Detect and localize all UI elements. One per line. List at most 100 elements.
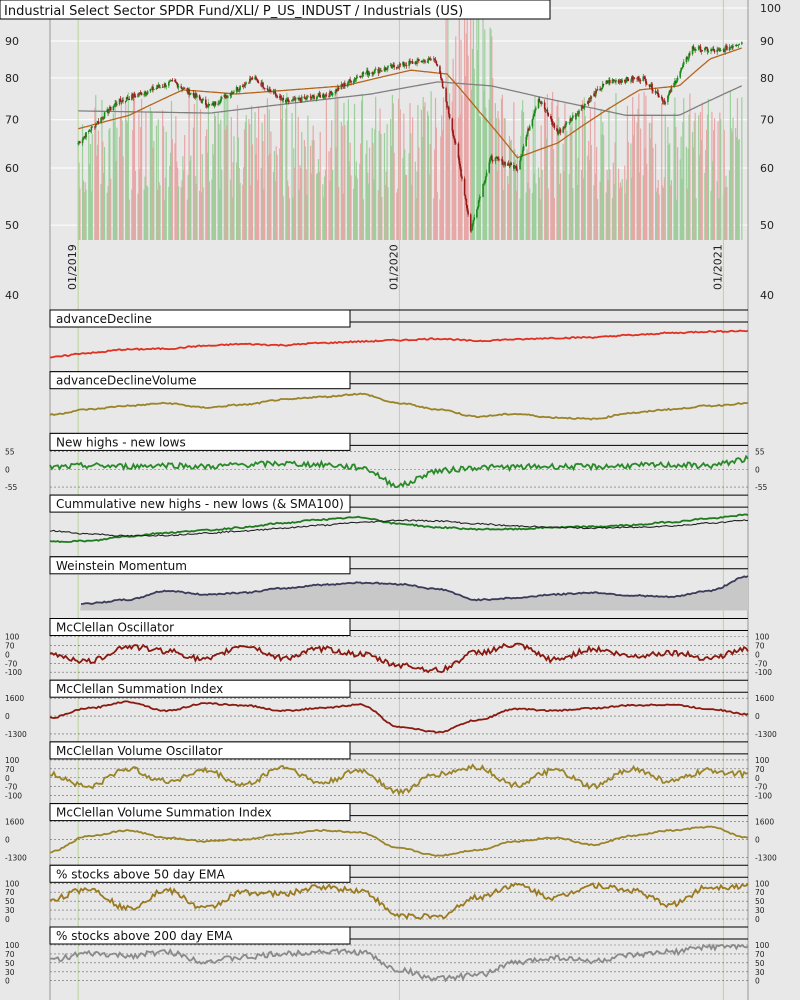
candle-body (589, 97, 592, 99)
candle-body (116, 104, 118, 105)
candle-body (460, 168, 462, 177)
candle-body (648, 84, 651, 87)
candle-body (207, 104, 210, 107)
candle-body (701, 50, 704, 52)
candle-body (457, 143, 460, 158)
volume-bar (728, 170, 731, 240)
volume-bar (528, 134, 530, 240)
volume-bar (420, 109, 423, 240)
candle-body (385, 68, 388, 70)
volume-bar (602, 122, 604, 240)
candle-body (476, 209, 478, 218)
volume-bar (529, 188, 531, 240)
candle-body (429, 58, 432, 60)
candle-body (367, 72, 370, 75)
candle-body (454, 138, 456, 143)
volume-bar (133, 91, 136, 240)
candle-body (341, 84, 344, 86)
price-title: Industrial Select Sector SPDR Fund/XLI/ … (0, 0, 551, 20)
panel-series-line (49, 329, 749, 359)
candle-body (432, 58, 435, 60)
volume-bar (170, 100, 173, 240)
volume-bar (264, 114, 266, 240)
candle-body (694, 48, 696, 50)
candle-body (503, 162, 505, 164)
candle-body (329, 91, 332, 94)
candle-body (274, 91, 277, 95)
date-tick: 01/2020 (387, 244, 400, 290)
candle-body (473, 217, 476, 220)
candle-body (225, 95, 227, 99)
volume-bar (500, 98, 503, 241)
candle-body (124, 100, 127, 102)
candle-body (668, 90, 671, 94)
volume-bar (540, 125, 542, 240)
candle-body (525, 136, 527, 146)
panel-tick-left: 0 (5, 915, 10, 924)
candle-body (353, 78, 356, 81)
volume-bar (478, 18, 480, 241)
volume-bar (281, 97, 283, 240)
candle-body (337, 87, 339, 91)
volume-bar (329, 180, 331, 240)
volume-bar (365, 154, 367, 240)
candle-body (411, 61, 414, 64)
panel-tick-right: -70 (755, 659, 767, 668)
candle-body (348, 79, 351, 83)
candle-body (305, 97, 307, 99)
candle-body (516, 169, 519, 171)
volume-bar (449, 93, 451, 240)
candle-body (352, 80, 355, 83)
candle-body (576, 113, 579, 115)
volume-bar (595, 173, 597, 240)
candle-body (706, 48, 709, 52)
candle-body (454, 142, 457, 144)
candle-body (138, 92, 141, 95)
volume-bar (539, 199, 541, 240)
volume-bar (544, 111, 546, 241)
volume-bar (414, 161, 416, 240)
candle-body (194, 93, 197, 99)
volume-bar (341, 125, 343, 240)
candle-body (269, 89, 271, 91)
candle-body (267, 89, 270, 92)
volume-bar (427, 115, 430, 240)
volume-bar (189, 160, 191, 240)
volume-bar (687, 148, 689, 240)
volume-bar (594, 101, 596, 240)
candle-body (249, 78, 252, 80)
candle-body (78, 141, 80, 143)
panel-tick-left: 0 (5, 977, 10, 986)
volume-bar (202, 187, 204, 240)
candle-body (605, 80, 608, 85)
candle-body (644, 76, 646, 79)
price-tick-right: 100 (760, 2, 781, 15)
candle-body (681, 67, 683, 69)
candle-body (307, 96, 309, 98)
candle-body (472, 219, 475, 224)
candle-body (131, 94, 134, 98)
volume-bar (461, 95, 463, 240)
candle-body (645, 78, 647, 84)
volume-bar (717, 121, 719, 240)
volume-bar (180, 187, 182, 240)
candle-body (535, 108, 537, 110)
candle-body (119, 98, 122, 102)
candle-body (569, 118, 571, 123)
candle-body (572, 115, 574, 119)
candle-body (199, 98, 202, 101)
volume-bar (325, 94, 327, 240)
volume-bar (274, 181, 276, 240)
panel-title-box (49, 803, 351, 822)
volume-bar (359, 163, 361, 240)
candle-body (713, 50, 716, 53)
volume-bar (452, 58, 454, 240)
volume-bar (695, 198, 697, 240)
volume-bar (181, 180, 183, 240)
volume-bar (434, 149, 436, 240)
volume-bar (522, 111, 525, 240)
candle-body (623, 80, 626, 82)
volume-bar (220, 119, 222, 240)
volume-bar (607, 180, 609, 240)
volume-bar (164, 177, 166, 240)
